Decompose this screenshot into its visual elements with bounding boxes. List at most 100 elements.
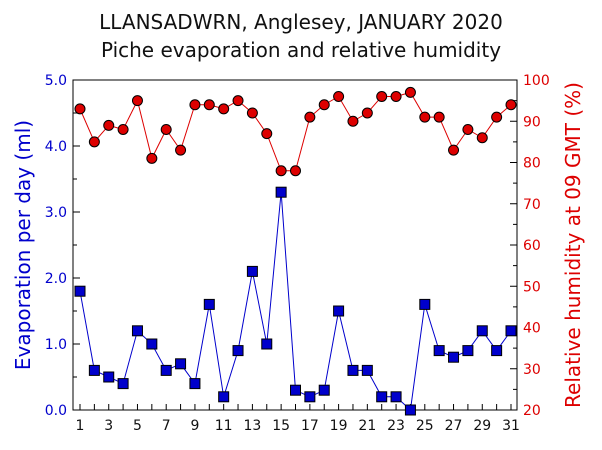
evaporation-point bbox=[103, 371, 115, 383]
evaporation-point bbox=[376, 391, 388, 403]
right-tick-label: 90 bbox=[523, 114, 541, 130]
evaporation-point bbox=[347, 364, 359, 376]
evaporation-point bbox=[419, 298, 431, 310]
humidity-point bbox=[404, 86, 416, 98]
humidity-point bbox=[117, 124, 129, 135]
evaporation-point bbox=[218, 391, 230, 403]
evaporation-point bbox=[361, 364, 373, 376]
humidity-point bbox=[175, 144, 187, 156]
evaporation-point bbox=[74, 285, 86, 297]
x-tick-label: 11 bbox=[215, 418, 233, 434]
humidity-point bbox=[304, 111, 316, 123]
evaporation-point bbox=[476, 325, 488, 337]
humidity-point bbox=[232, 95, 244, 107]
humidity-point bbox=[246, 107, 258, 119]
humidity-point bbox=[160, 124, 172, 135]
humidity-point bbox=[189, 99, 201, 111]
evaporation-point bbox=[505, 325, 517, 337]
evaporation-point bbox=[333, 305, 345, 317]
evaporation-point bbox=[390, 391, 402, 403]
x-tick-label: 15 bbox=[272, 418, 290, 434]
humidity-point bbox=[433, 111, 445, 123]
humidity-point bbox=[419, 111, 431, 123]
x-tick-label: 21 bbox=[358, 418, 376, 434]
x-tick-label: 31 bbox=[502, 418, 520, 434]
humidity-point bbox=[448, 144, 460, 156]
evaporation-point bbox=[203, 298, 215, 310]
x-tick-label: 17 bbox=[301, 418, 319, 434]
right-tick-label: 20 bbox=[523, 403, 541, 419]
right-axis: 20 30 40 50 60 70 80 90 100 bbox=[510, 73, 550, 419]
x-tick-label: 25 bbox=[416, 418, 434, 434]
humidity-point bbox=[376, 91, 388, 102]
humidity-point bbox=[88, 136, 100, 148]
humidity-point bbox=[146, 152, 158, 164]
evaporation-point bbox=[246, 265, 258, 277]
evaporation-point bbox=[304, 391, 316, 403]
y-axis-label-left: Evaporation per day (ml) bbox=[11, 120, 35, 370]
x-tick-label: 27 bbox=[445, 418, 463, 434]
x-tick-label: 7 bbox=[162, 418, 171, 434]
humidity-point bbox=[347, 115, 359, 127]
x-axis: 1 3 5 7 9 11 13 15 17 19 21 23 25 27 29 31 bbox=[76, 404, 520, 434]
evaporation-point bbox=[290, 384, 301, 396]
right-tick-label: 30 bbox=[523, 362, 541, 378]
right-tick-label: 50 bbox=[523, 279, 541, 295]
x-tick-label: 19 bbox=[330, 418, 348, 434]
right-tick-label: 70 bbox=[523, 197, 541, 213]
x-tick-label: 5 bbox=[133, 418, 142, 434]
right-tick-label: 100 bbox=[523, 73, 550, 89]
evaporation-point bbox=[491, 345, 503, 357]
evaporation-point bbox=[448, 351, 460, 363]
evaporation-point bbox=[117, 378, 129, 390]
humidity-point bbox=[505, 99, 517, 111]
humidity-point bbox=[361, 107, 373, 119]
right-tick-label: 60 bbox=[523, 238, 541, 254]
left-tick-label: 1.0 bbox=[45, 337, 67, 353]
left-axis: 0.0 1.0 2.0 3.0 4.0 5.0 bbox=[45, 73, 80, 419]
humidity-point bbox=[476, 132, 488, 144]
evaporation-point bbox=[189, 378, 201, 390]
x-tick-label: 9 bbox=[190, 418, 199, 434]
humidity-point bbox=[462, 124, 474, 135]
humidity-point bbox=[333, 91, 345, 102]
x-tick-label: 13 bbox=[243, 418, 261, 434]
evaporation-point bbox=[175, 358, 187, 370]
humidity-point bbox=[491, 111, 503, 123]
series-layer bbox=[74, 86, 517, 416]
evaporation-point bbox=[88, 364, 100, 376]
left-tick-label: 3.0 bbox=[45, 205, 67, 221]
x-tick-label: 1 bbox=[76, 418, 85, 434]
evaporation-point bbox=[146, 338, 158, 350]
humidity-point bbox=[218, 103, 230, 115]
evaporation-point bbox=[131, 325, 143, 337]
chart-subtitle: Piche evaporation and relative humidity bbox=[101, 38, 501, 62]
evaporation-point bbox=[433, 345, 445, 357]
humidity-point bbox=[131, 95, 143, 107]
evaporation-point bbox=[232, 345, 244, 357]
evaporation-series bbox=[74, 186, 517, 416]
humidity-point bbox=[203, 99, 215, 111]
evaporation-point bbox=[462, 345, 474, 357]
series-line bbox=[79, 91, 512, 172]
evaporation-point bbox=[275, 186, 287, 198]
y-axis-label-right: Relative humidity at 09 GMT (%) bbox=[561, 82, 585, 408]
humidity-point bbox=[318, 99, 330, 111]
right-tick-label: 80 bbox=[523, 156, 541, 172]
humidity-point bbox=[390, 91, 402, 102]
humidity-point bbox=[74, 103, 86, 115]
humidity-point bbox=[261, 128, 273, 140]
humidity-point bbox=[275, 165, 287, 177]
humidity-series bbox=[74, 86, 517, 177]
left-tick-label: 4.0 bbox=[45, 139, 67, 155]
chart-title: LLANSADWRN, Anglesey, JANUARY 2020 bbox=[99, 10, 503, 34]
humidity-point bbox=[290, 165, 301, 177]
series-line bbox=[79, 192, 512, 412]
right-tick-label: 40 bbox=[523, 321, 541, 337]
left-tick-label: 2.0 bbox=[45, 271, 67, 287]
evaporation-point bbox=[160, 364, 172, 376]
humidity-point bbox=[103, 119, 115, 131]
evaporation-point bbox=[318, 384, 330, 396]
